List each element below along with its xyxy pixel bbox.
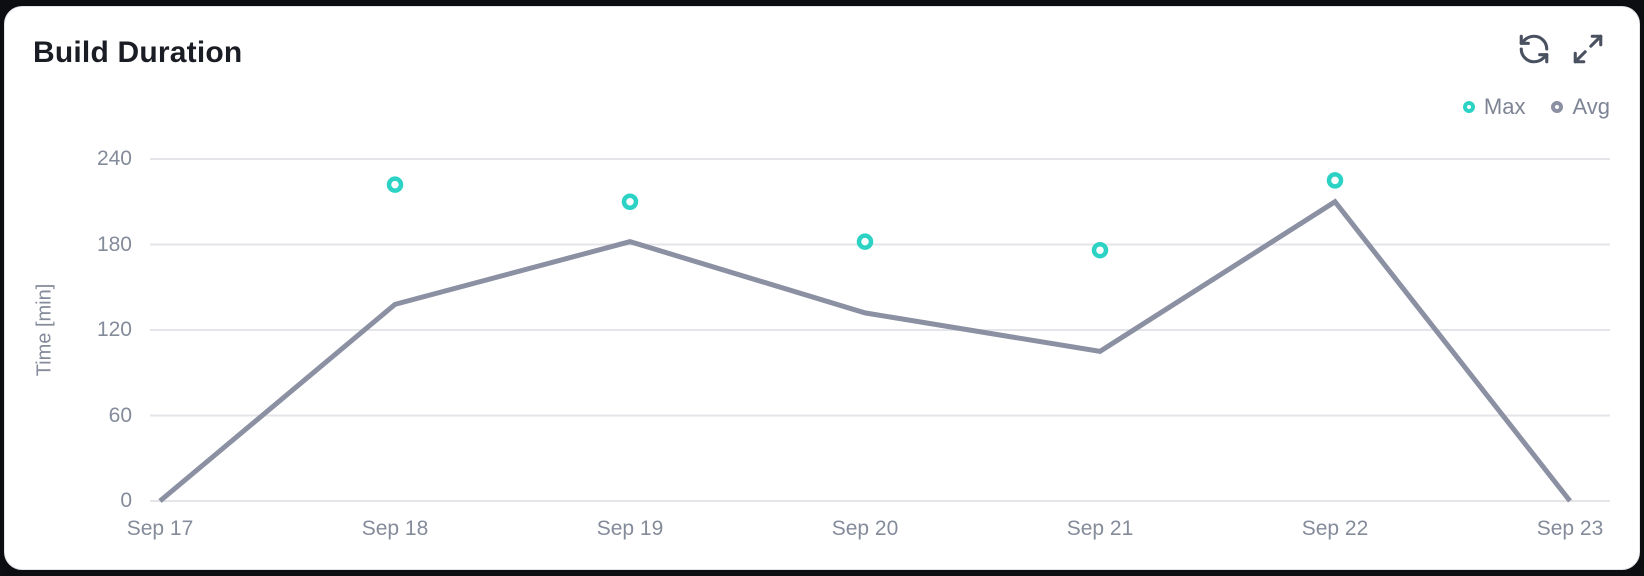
y-tick-label: 60 — [108, 403, 132, 427]
expand-button[interactable] — [1568, 30, 1608, 70]
avg-series-marker-icon — [1551, 101, 1564, 113]
max-data-point — [386, 176, 404, 193]
x-tick-label: Sep 20 — [831, 517, 899, 540]
chart-card — [4, 6, 1640, 570]
max-data-point — [856, 233, 874, 250]
x-tick-label: Sep 21 — [1066, 517, 1134, 540]
max-data-point — [1091, 241, 1109, 259]
avg-line-series — [158, 198, 1572, 503]
card-toolbar — [1514, 30, 1608, 70]
x-tick-label: Sep 18 — [361, 517, 429, 540]
x-tick-label: Sep 19 — [596, 517, 664, 540]
max-data-point — [621, 193, 639, 210]
max-series-marker-icon — [1462, 101, 1475, 113]
refresh-icon — [1517, 32, 1551, 69]
y-axis-title: Time [min] — [33, 283, 56, 377]
legend-label: Avg — [1572, 94, 1610, 119]
chart-legend: Max Avg — [1462, 94, 1610, 120]
legend-label: Max — [1483, 94, 1526, 119]
y-tick-label: 120 — [96, 318, 132, 341]
x-tick-label: Sep 17 — [126, 517, 194, 540]
y-tick-label: 180 — [96, 232, 132, 256]
max-data-point — [1326, 172, 1344, 189]
expand-icon — [1571, 32, 1605, 69]
refresh-button[interactable] — [1514, 30, 1554, 70]
y-tick-label: 240 — [96, 147, 132, 170]
legend-item-max[interactable]: Max — [1462, 94, 1526, 120]
legend-item-avg[interactable]: Avg — [1551, 94, 1610, 120]
x-tick-label: Sep 22 — [1301, 517, 1369, 540]
x-tick-label: Sep 23 — [1536, 517, 1604, 540]
y-tick-label: 0 — [120, 489, 132, 512]
chart-title: Build Duration — [33, 36, 243, 69]
